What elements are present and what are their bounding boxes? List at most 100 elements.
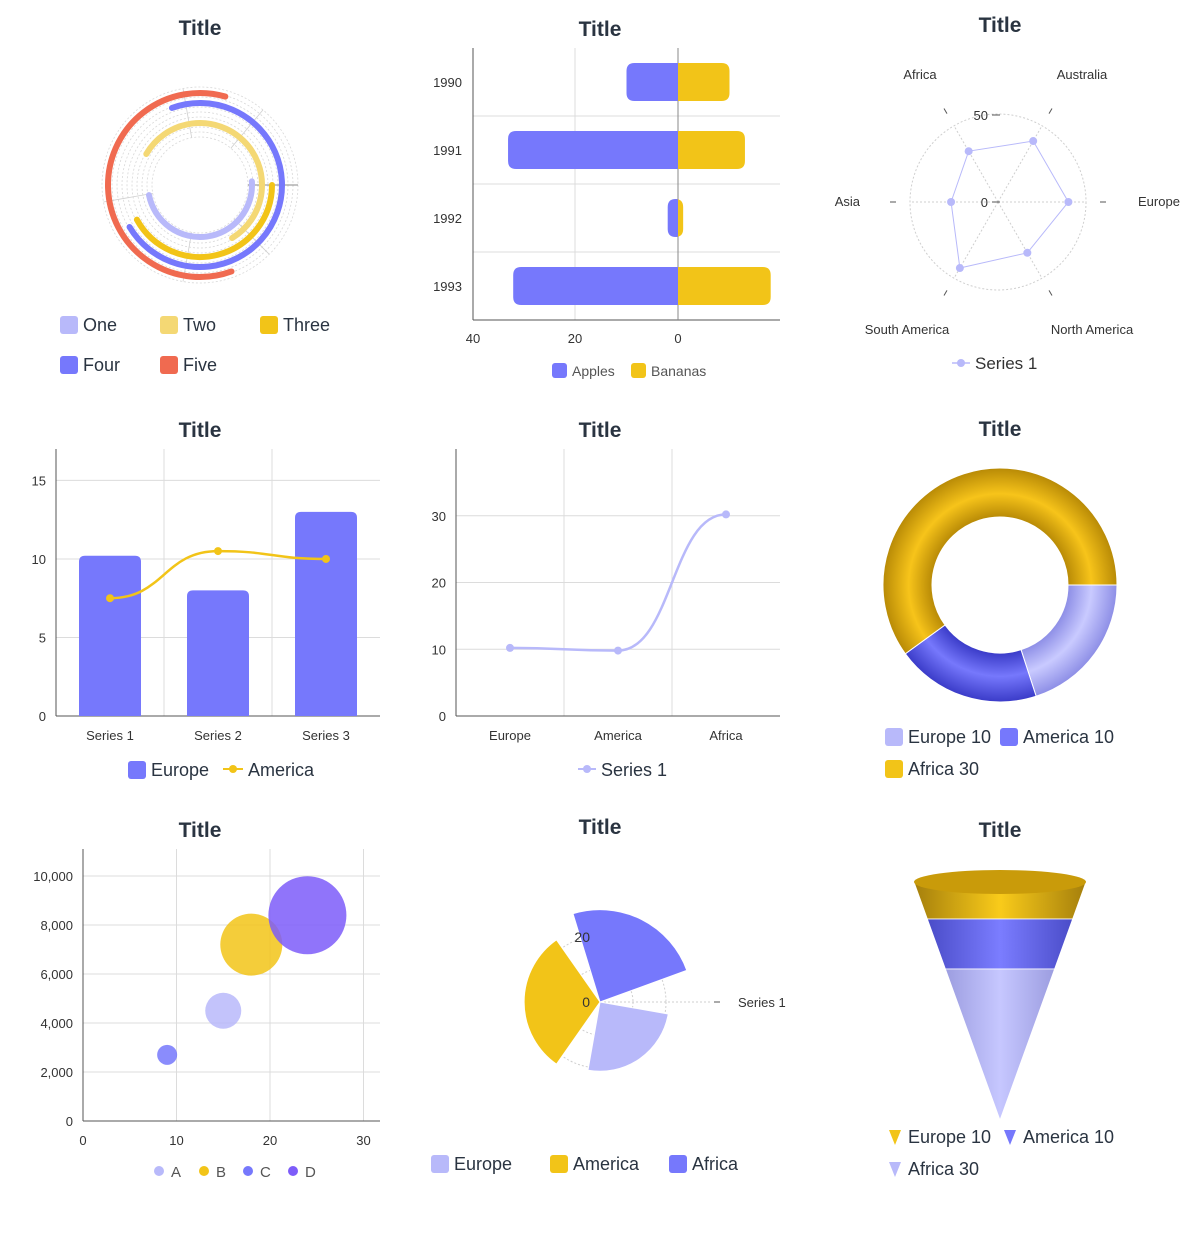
point-america [214, 547, 222, 556]
bar-bananas [678, 63, 730, 101]
radar-axis-label: South America [865, 322, 950, 337]
bar-apples [626, 63, 678, 101]
radar-spoke [953, 125, 999, 203]
x-tick-label: Europe [489, 728, 531, 743]
legend-europe-marker [889, 1130, 901, 1145]
y-tick-label: 30 [432, 509, 446, 524]
radar-point [1064, 198, 1073, 206]
legend-europe-label: Europe [454, 1154, 512, 1174]
bubble-a [205, 992, 242, 1029]
funnel-top-ellipse [914, 870, 1086, 894]
legend-america-marker [1004, 1130, 1016, 1145]
radar-tick-label: 0 [981, 195, 988, 210]
chart2-title: Title [579, 18, 622, 41]
radar-axis-tick [1048, 290, 1053, 296]
bar-apples [513, 267, 678, 305]
chart8-title: Title [579, 816, 622, 839]
polar-area-chart: Series 1 0 20 Europe America Africa [431, 909, 786, 1174]
legend-one-label: One [83, 315, 117, 335]
y-tick-label: 5 [39, 630, 46, 645]
y-tick-label: 0 [39, 709, 46, 724]
radar-point [947, 198, 956, 206]
chart3-title: Title [979, 14, 1022, 37]
legend-five-label: Five [183, 355, 217, 375]
legend-a-marker [154, 1166, 164, 1176]
radial-spoke [230, 109, 264, 149]
legend-africa-marker [889, 1162, 901, 1177]
y-tick-label: 1992 [433, 211, 462, 226]
chart9-title: Title [979, 819, 1022, 842]
legend-five-swatch [160, 356, 178, 374]
legend-america-label: America [248, 760, 315, 780]
polar-axis-label: Series 1 [738, 995, 786, 1010]
legend-africa-label: Africa 30 [908, 759, 979, 779]
legend-america-label: America 10 [1023, 727, 1114, 747]
radar-axis-tick [1048, 108, 1053, 114]
legend-america-label: America 10 [1023, 1127, 1114, 1147]
radial-bar-two [143, 120, 265, 242]
y-tick-label: 20 [432, 576, 446, 591]
legend-america-swatch [550, 1155, 568, 1173]
legend-b-marker [199, 1166, 209, 1176]
x-tick-label: 40 [466, 331, 480, 346]
x-tick-label: Series 3 [302, 728, 350, 743]
legend-three-swatch [260, 316, 278, 334]
y-tick-label: 6,000 [40, 967, 73, 982]
legend-africa-swatch [669, 1155, 687, 1173]
y-tick-label: 15 [32, 473, 46, 488]
radar-axis-label: Europe [1138, 194, 1180, 209]
y-tick-label: 8,000 [40, 918, 73, 933]
radar-axis-label: Asia [835, 194, 861, 209]
polar-tick-label: 0 [582, 994, 590, 1010]
chart1-title: Title [179, 17, 222, 40]
radar-spoke [997, 201, 1043, 279]
polar-tick-label: 20 [574, 929, 590, 945]
radar-axis-label: Australia [1057, 67, 1108, 82]
radar-axis-tick [943, 290, 948, 296]
radar-series-line [950, 140, 1070, 269]
legend-three-label: Three [283, 315, 330, 335]
legend-america-marker [229, 765, 237, 773]
chart5-title: Title [579, 419, 622, 442]
funnel-segment-america [926, 918, 1074, 970]
legend-bananas-label: Bananas [651, 363, 706, 379]
legend-series1-marker [957, 359, 965, 367]
y-tick-label: 0 [439, 709, 446, 724]
y-tick-label: 2,000 [40, 1065, 73, 1080]
radar-axis-label: North America [1051, 322, 1134, 337]
legend-series1-marker [583, 765, 591, 773]
bar-bananas [678, 131, 745, 169]
radar-chart: Europe Australia Africa Asia South America No… [835, 67, 1180, 373]
bar-europe [187, 590, 249, 716]
y-tick-label: 1993 [433, 279, 462, 294]
bar-europe [79, 555, 141, 716]
radar-point [1023, 248, 1032, 257]
radar-axis-label: Africa [903, 67, 937, 82]
bar-bananas [678, 267, 771, 305]
point-america [106, 594, 114, 603]
radial-bar-three [133, 182, 275, 260]
polar-slice-europe [587, 1001, 669, 1072]
radial-bar-legend: One Two Three Four Five [60, 315, 330, 375]
legend-europe-label: Europe 10 [908, 727, 991, 747]
funnel-segment-africa [944, 968, 1056, 1122]
x-tick-label: 10 [169, 1133, 183, 1148]
legend-america-swatch [1000, 728, 1018, 746]
point-series1 [614, 646, 622, 655]
legend-apples-swatch [552, 363, 567, 378]
y-tick-label: 1991 [433, 143, 462, 158]
legend-bananas-swatch [631, 363, 646, 378]
legend-america-label: America [573, 1154, 640, 1174]
legend-europe-swatch [128, 761, 146, 779]
radar-spoke [997, 125, 1043, 203]
chart4-title: Title [179, 419, 222, 442]
bubble-d [268, 876, 347, 955]
y-tick-label: 1990 [433, 75, 462, 90]
bar-bananas [675, 199, 684, 237]
radar-point [955, 264, 964, 273]
y-tick-label: 10 [432, 642, 446, 657]
legend-four-label: Four [83, 355, 120, 375]
radar-axis-tick [943, 108, 948, 114]
legend-d-label: D [305, 1164, 316, 1181]
